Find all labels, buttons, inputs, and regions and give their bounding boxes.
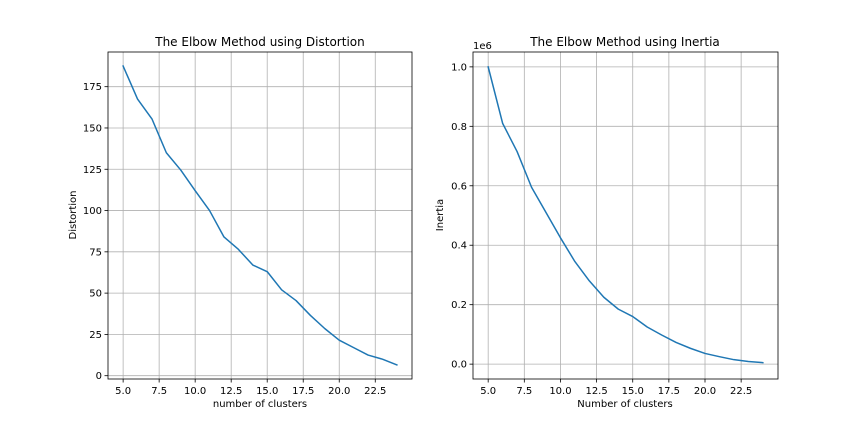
inertia-ylabel: Inertia <box>435 199 446 231</box>
inertia-ytick-label-3: 0.6 <box>451 181 467 192</box>
inertia-xtick-label-6: 20.0 <box>694 386 716 397</box>
inertia-xtick-label-0: 5.0 <box>480 386 496 397</box>
inertia-ytick-label-5: 1.0 <box>451 62 467 73</box>
distortion-xtick-label-7: 22.5 <box>364 386 386 397</box>
inertia-xlabel: Number of clusters <box>577 399 672 410</box>
distortion-ytick-label-5: 125 <box>83 165 102 176</box>
distortion-xtick-label-0: 5.0 <box>115 386 131 397</box>
distortion-xlabel: number of clusters <box>213 399 307 410</box>
distortion-title: The Elbow Method using Distortion <box>154 35 364 49</box>
inertia-xtick-label-7: 22.5 <box>730 386 752 397</box>
distortion-ylabel: Distortion <box>68 191 79 240</box>
distortion-xtick-label-4: 15.0 <box>256 386 278 397</box>
distortion-ytick-label-1: 25 <box>89 330 102 341</box>
distortion-ytick-label-2: 50 <box>89 289 102 300</box>
inertia-ytick-label-1: 0.2 <box>451 300 467 311</box>
distortion-ytick-label-0: 0 <box>96 371 102 382</box>
inertia-offset-text: 1e6 <box>473 41 492 52</box>
inertia-series-line-0 <box>487 65 764 364</box>
distortion-ytick-label-3: 75 <box>89 247 102 258</box>
inertia-xtick-label-5: 17.5 <box>658 386 680 397</box>
inertia-xtick-label-4: 15.0 <box>622 386 644 397</box>
inertia-ytick-label-4: 0.8 <box>451 122 467 133</box>
distortion-ytick-label-7: 175 <box>83 82 102 93</box>
distortion-plot-frame <box>107 51 413 380</box>
inertia-ytick-label-2: 0.4 <box>451 241 467 252</box>
distortion-panel: The Elbow Method using Distortion number… <box>68 35 413 410</box>
distortion-series-line-0 <box>122 65 398 366</box>
distortion-xtick-label-3: 12.5 <box>220 386 242 397</box>
distortion-xtick-label-6: 20.0 <box>328 386 350 397</box>
inertia-xtick-label-3: 12.5 <box>585 386 607 397</box>
distortion-xtick-label-1: 7.5 <box>151 386 167 397</box>
inertia-xtick-label-1: 7.5 <box>516 386 532 397</box>
distortion-ytick-label-4: 100 <box>83 206 102 217</box>
inertia-ytick-label-0: 0.0 <box>451 360 467 371</box>
inertia-plot-frame <box>472 51 779 380</box>
inertia-title: The Elbow Method using Inertia <box>529 35 720 49</box>
inertia-xtick-label-2: 10.0 <box>549 386 571 397</box>
inertia-panel: The Elbow Method using Inertia Number of… <box>435 35 779 410</box>
distortion-ytick-label-6: 150 <box>83 123 102 134</box>
distortion-xtick-label-5: 17.5 <box>292 386 314 397</box>
distortion-xtick-label-2: 10.0 <box>184 386 206 397</box>
